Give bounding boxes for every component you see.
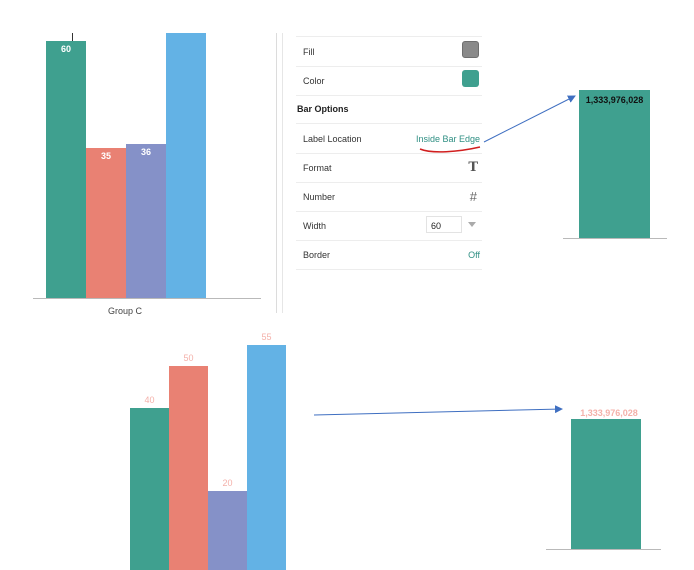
top-bar-3-label: 36 bbox=[140, 147, 151, 157]
width-input[interactable]: 60 bbox=[426, 216, 462, 233]
bottom-bar-2[interactable]: 50 bbox=[169, 353, 208, 570]
number-label: Number bbox=[303, 192, 336, 202]
section-divider bbox=[296, 123, 482, 124]
format-row[interactable]: Format T bbox=[296, 153, 482, 183]
example-top-axis bbox=[563, 238, 667, 239]
label-location-row[interactable]: Label Location Inside Bar Edge bbox=[296, 124, 482, 154]
example-bottom-bar bbox=[571, 419, 641, 549]
fill-row[interactable]: Fill bbox=[296, 37, 482, 67]
example-bottom-value: 1,333,976,028 bbox=[580, 408, 638, 418]
width-input-value: 60 bbox=[431, 221, 442, 231]
top-bar-1-label: 60 bbox=[60, 44, 71, 54]
top-bar-2-label: 35 bbox=[100, 151, 111, 161]
section-title: Bar Options bbox=[297, 104, 349, 114]
top-bar-1[interactable]: 60 bbox=[46, 41, 86, 298]
bottom-bar-4[interactable]: 55 bbox=[247, 332, 286, 570]
top-bar-3[interactable]: 36 bbox=[126, 144, 166, 298]
color-label: Color bbox=[303, 76, 325, 86]
top-bar-2[interactable]: 35 bbox=[86, 148, 126, 298]
label-location-dropdown[interactable]: Inside Bar Edge bbox=[415, 134, 480, 144]
bottom-bar-3[interactable]: 20 bbox=[208, 478, 247, 570]
number-row[interactable]: Number # bbox=[296, 182, 482, 212]
fill-label: Fill bbox=[303, 47, 315, 57]
format-label: Format bbox=[303, 163, 332, 173]
bottom-bar-2-label: 50 bbox=[183, 353, 194, 363]
bottom-bar-4-label: 55 bbox=[261, 332, 272, 342]
border-row[interactable]: Border Off bbox=[296, 240, 482, 270]
bottom-bar-1-label: 40 bbox=[144, 395, 155, 405]
text-format-icon[interactable]: T bbox=[468, 160, 478, 175]
label-location-label: Label Location bbox=[303, 134, 362, 144]
top-bar-4[interactable] bbox=[166, 33, 206, 298]
bottom-bar-1[interactable]: 40 bbox=[130, 395, 169, 570]
group-label: Group C bbox=[108, 306, 143, 316]
width-row[interactable]: Width 60 bbox=[296, 211, 482, 241]
panel-divider-2 bbox=[282, 33, 283, 313]
red-underline-annotation bbox=[419, 146, 481, 153]
example-top-bar: 1,333,976,028 bbox=[579, 90, 650, 238]
bottom-bar-3-label: 20 bbox=[222, 478, 233, 488]
color-swatch[interactable] bbox=[462, 70, 479, 87]
panel-top-border bbox=[296, 36, 482, 37]
panel-divider bbox=[276, 33, 277, 313]
example-bottom-axis bbox=[546, 549, 661, 550]
top-chart-axis bbox=[33, 298, 261, 299]
chevron-down-icon[interactable] bbox=[468, 222, 476, 227]
width-label: Width bbox=[303, 221, 327, 231]
fill-color-swatch[interactable] bbox=[462, 41, 479, 58]
color-row[interactable]: Color bbox=[296, 66, 482, 96]
cursor-line bbox=[72, 33, 73, 43]
example-top-value: 1,333,976,028 bbox=[585, 95, 644, 105]
border-label: Border bbox=[303, 250, 331, 260]
border-toggle[interactable]: Off bbox=[468, 250, 480, 260]
number-format-icon[interactable]: # bbox=[469, 189, 477, 204]
